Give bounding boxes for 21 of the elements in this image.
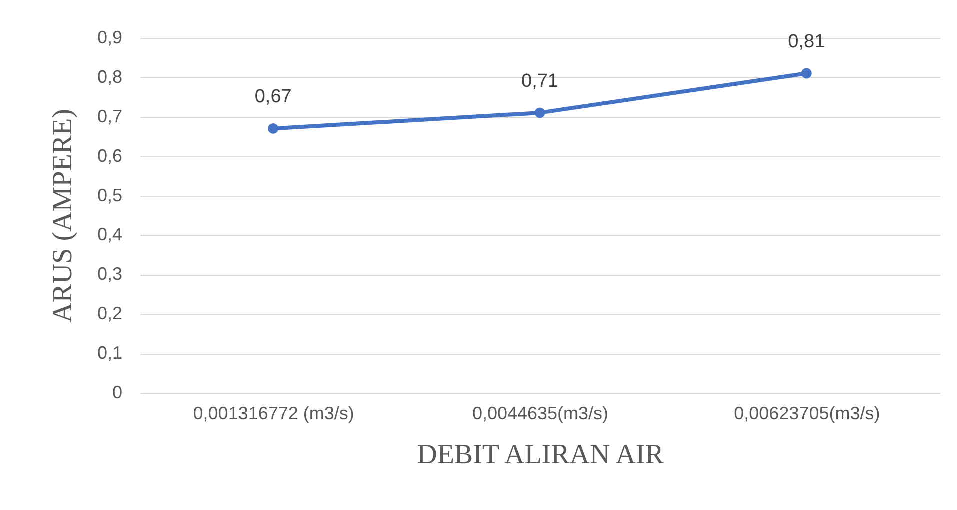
y-tick-label: 0,1 xyxy=(97,343,122,364)
data-label: 0,71 xyxy=(522,70,558,92)
y-tick-label: 0,5 xyxy=(97,185,122,206)
x-tick-label: 0,0044635(m3/s) xyxy=(472,404,609,424)
y-tick-label: 0,4 xyxy=(97,224,122,245)
y-tick-label: 0 xyxy=(112,382,122,402)
x-tick-label: 0,001316772 (m3/s) xyxy=(193,404,354,424)
y-tick-label: 0,3 xyxy=(97,264,122,284)
y-axis-title: ARUS (AMPERE) xyxy=(47,109,78,323)
point xyxy=(534,108,546,118)
y-tick-label: 0,9 xyxy=(97,28,122,48)
data-label: 0,81 xyxy=(788,32,826,52)
data-label: 0,67 xyxy=(254,86,292,108)
x-axis-title: DEBIT ALIRAN AIR xyxy=(417,440,664,470)
x-tick-label: 0,00623705(m3/s) xyxy=(734,404,880,424)
point xyxy=(268,123,279,134)
y-tick-label: 0,8 xyxy=(97,66,122,87)
y-tick-label: 0,6 xyxy=(97,146,122,166)
y-tick-label: 0,7 xyxy=(97,106,122,126)
point xyxy=(801,68,812,79)
y-tick-label: 0,2 xyxy=(97,304,122,324)
